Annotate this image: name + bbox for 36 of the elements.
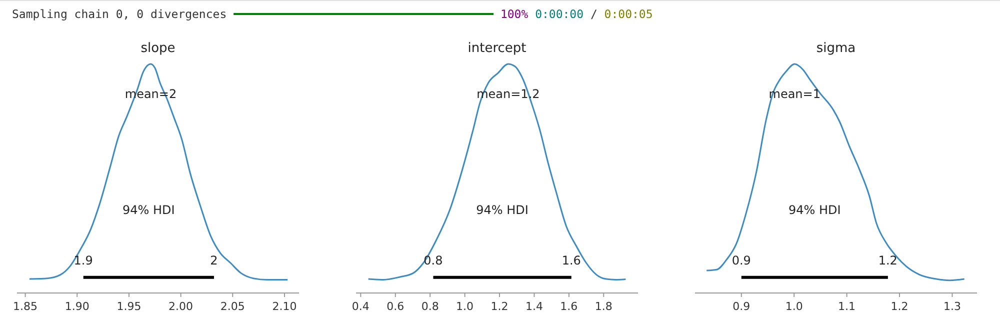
chart-title: slope: [140, 41, 176, 56]
annotation: 94% HDI: [122, 202, 175, 217]
annotation: 2: [210, 253, 218, 268]
annotation: 1.2: [878, 253, 898, 268]
x-tick-label: 1.6: [560, 300, 578, 313]
x-tick-label: 1.8: [594, 300, 612, 313]
annotation: 94% HDI: [788, 202, 841, 217]
x-tick-label: 2.05: [220, 300, 245, 313]
x-tick-label: 0.4: [352, 300, 370, 313]
annotation: 1.9: [74, 253, 93, 268]
x-tick-label: 1.95: [116, 300, 142, 313]
x-tick-label: 0.6: [386, 300, 404, 313]
x-tick-label: 1.0: [456, 300, 474, 313]
text: 100%: [500, 7, 528, 21]
x-tick-label: 1.3: [943, 300, 961, 313]
x-tick-label: 0.9: [732, 300, 750, 313]
x-tick-label: 2.10: [272, 300, 297, 313]
annotation: 94% HDI: [476, 202, 528, 217]
text: /: [590, 7, 598, 21]
x-tick-label: 1.90: [64, 300, 90, 313]
text: 0:00:05: [604, 7, 653, 21]
chart-title: intercept: [468, 41, 526, 56]
x-tick-label: 1.2: [490, 300, 508, 313]
chart-title: sigma: [816, 41, 856, 56]
annotation: 0.9: [732, 253, 751, 268]
x-tick-label: 2.00: [168, 300, 194, 313]
x-tick-label: 1.4: [525, 300, 543, 313]
x-tick-label: 1.1: [838, 300, 856, 313]
x-tick-label: 1.2: [890, 300, 908, 313]
text: 0:00:00: [535, 7, 584, 21]
x-tick-label: 1.0: [785, 300, 803, 313]
x-tick-label: 1.85: [13, 300, 38, 313]
annotation: 0.8: [424, 253, 443, 268]
annotation: 1.6: [562, 253, 581, 268]
x-tick-label: 0.8: [421, 300, 439, 313]
text: Sampling chain 0, 0 divergences: [12, 7, 227, 21]
